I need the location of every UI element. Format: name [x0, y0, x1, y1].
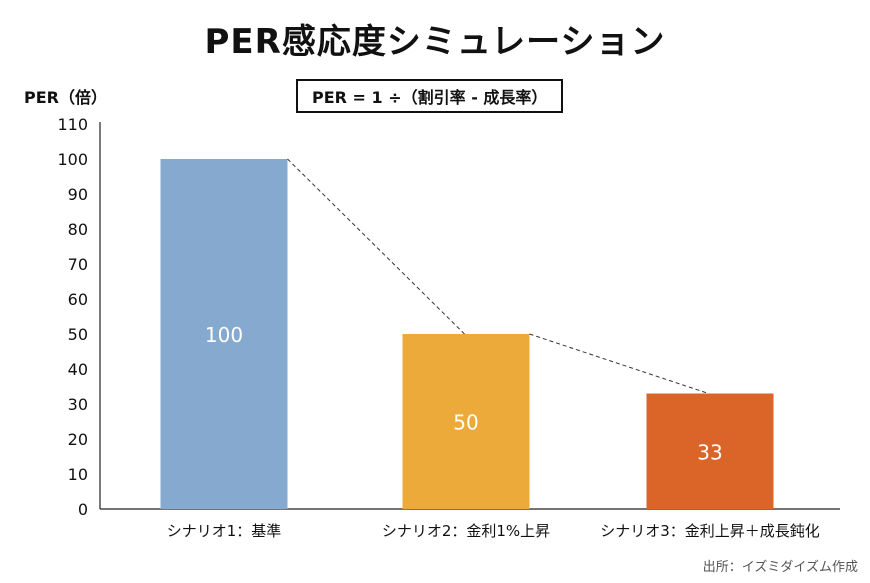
y-tick-label: 30 [68, 395, 88, 414]
y-tick-label: 10 [68, 465, 88, 484]
y-tick-label: 80 [68, 220, 88, 239]
data-label: 100 [205, 323, 243, 347]
x-category-label: シナリオ3：金利上昇＋成長鈍化 [600, 522, 820, 540]
chart-title: PER感応度シミュレーション [204, 22, 666, 62]
y-tick-label: 70 [68, 255, 88, 274]
y-tick-label: 100 [57, 150, 88, 169]
bar [160, 159, 288, 509]
source-note: 出所：イズミダイズム作成 [702, 560, 858, 575]
data-label: 33 [697, 440, 722, 464]
x-category-label: シナリオ2：金利1%上昇 [382, 522, 550, 540]
y-tick-label: 110 [57, 115, 88, 134]
data-label: 50 [453, 411, 478, 435]
y-tick-label: 50 [68, 325, 88, 344]
x-category-label: シナリオ1：基準 [167, 522, 282, 540]
y-tick-label: 0 [78, 500, 88, 519]
y-tick-label: 20 [68, 430, 88, 449]
connector-line [529, 333, 709, 394]
bar [646, 393, 774, 509]
bar [402, 334, 530, 509]
connector-line [287, 158, 465, 335]
y-tick-label: 40 [68, 360, 88, 379]
y-tick-label: 90 [68, 185, 88, 204]
formula-box: PER = 1 ÷（割引率 - 成長率） [296, 79, 564, 113]
y-axis-label: PER（倍） [24, 88, 107, 107]
y-tick-label: 60 [68, 290, 88, 309]
